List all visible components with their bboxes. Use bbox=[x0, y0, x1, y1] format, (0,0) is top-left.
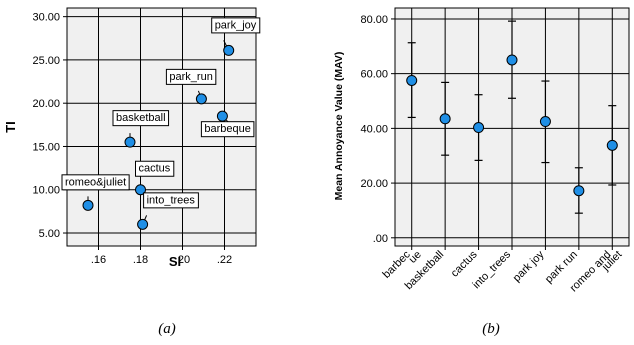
panel-a-caption: (a) bbox=[158, 321, 176, 337]
errorbar-y-tick-label: .00 bbox=[373, 233, 388, 245]
scatter-point bbox=[224, 45, 234, 55]
scatter-point-label-box: barbeque bbox=[201, 122, 254, 137]
scatter-point bbox=[138, 219, 148, 229]
scatter-point-label-box: cactus bbox=[136, 161, 174, 176]
panel-b-caption: (b) bbox=[482, 321, 500, 337]
scatter-point-label: cactus bbox=[139, 163, 171, 175]
scatter-y-tick-label: 30.00 bbox=[32, 12, 60, 24]
scatter-point-label-box: park_joy bbox=[212, 18, 260, 33]
errorbar-x-tick-label: cactus bbox=[449, 248, 480, 279]
mean-point bbox=[407, 75, 417, 85]
scatter-y-axis-title: TI bbox=[3, 121, 18, 133]
scatter-point-label: basketball bbox=[116, 112, 166, 124]
errorbar-x-tick-label: ue bbox=[407, 249, 424, 266]
mean-point bbox=[474, 123, 484, 133]
scatter-point bbox=[217, 111, 227, 121]
scatter-point-label-box: romeo&juliet bbox=[62, 175, 129, 190]
scatter-point bbox=[83, 200, 93, 210]
errorbar-x-tick-label: barbec bbox=[381, 248, 414, 281]
scatter-x-tick-label: .18 bbox=[133, 254, 148, 266]
errorbar-y-tick-label: 40.00 bbox=[360, 123, 388, 135]
mean-point bbox=[440, 114, 450, 124]
errorbar-y-tick-label: 80.00 bbox=[360, 14, 388, 26]
scatter-point-label-box: park_run bbox=[166, 69, 215, 84]
errorbar-y-tick-label: 60.00 bbox=[360, 69, 388, 81]
scatter-point-label-box: basketball bbox=[113, 111, 169, 126]
scatter-point-label: romeo&juliet bbox=[65, 176, 126, 188]
scatter-y-tick-label: 5.00 bbox=[39, 228, 60, 240]
mean-point bbox=[607, 140, 617, 150]
scatter-point bbox=[196, 94, 206, 104]
scatter-point-label: park_run bbox=[169, 71, 212, 83]
scatter-point-label: park_joy bbox=[215, 19, 257, 31]
mean-point bbox=[540, 117, 550, 127]
errorbar-y-axis-title: Mean Annoyance Value (MAV) bbox=[333, 52, 345, 201]
scatter-point bbox=[125, 137, 135, 147]
scatter-x-tick-label: .22 bbox=[217, 254, 232, 266]
errorbar-x-tick-label: park joy bbox=[511, 248, 547, 284]
scatter-x-tick-label: .16 bbox=[91, 254, 106, 266]
mean-point bbox=[507, 55, 517, 65]
scatter-y-tick-label: 15.00 bbox=[32, 141, 60, 153]
mean-point bbox=[574, 186, 584, 196]
scatter-y-tick-label: 20.00 bbox=[32, 98, 60, 110]
scatter-y-tick-label: 10.00 bbox=[32, 185, 60, 197]
scatter-panel: .16.18.20.225.0010.0015.0020.0025.0030.0… bbox=[3, 8, 260, 337]
errorbar-y-tick-label: 20.00 bbox=[360, 178, 388, 190]
scatter-x-axis-title: SI bbox=[169, 254, 181, 269]
scatter-y-tick-label: 25.00 bbox=[32, 55, 60, 67]
scatter-point-label-box: into_trees bbox=[144, 193, 199, 208]
errorbar-panel: .0020.0040.0060.0080.00barbecuebasketbal… bbox=[333, 8, 629, 337]
scatter-point-label: barbeque bbox=[204, 123, 251, 135]
scatter-point-label: into_trees bbox=[147, 194, 196, 206]
